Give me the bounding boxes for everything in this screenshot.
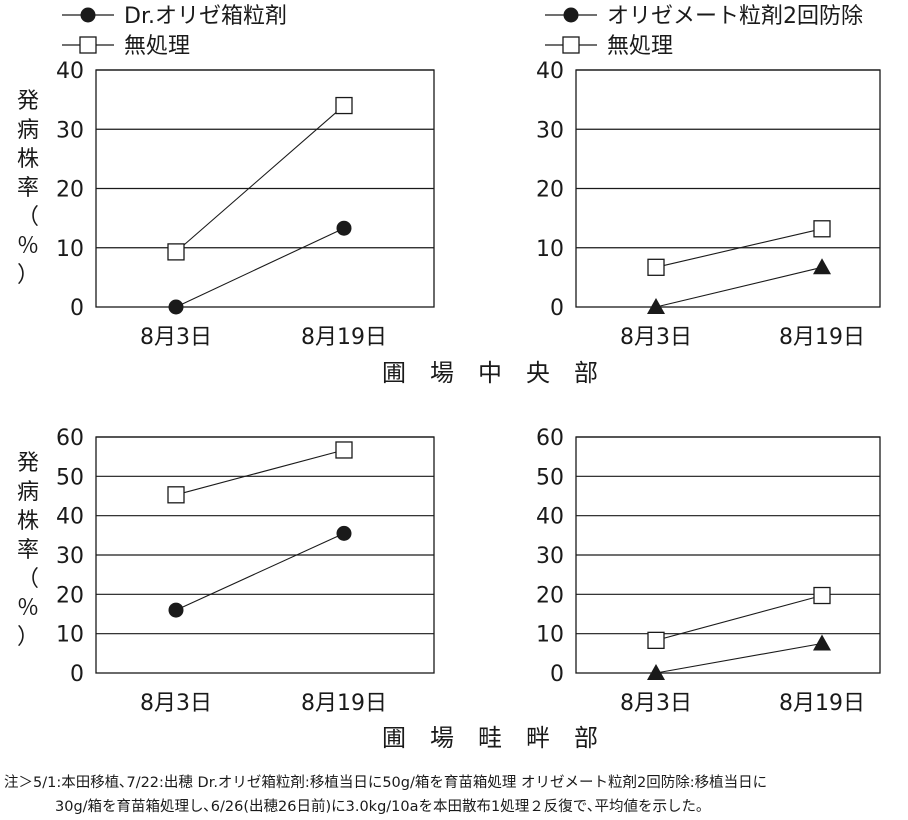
series-line-1 bbox=[175, 532, 345, 611]
y-tick-label: 20 bbox=[56, 583, 84, 608]
data-point-1-2 bbox=[336, 220, 352, 236]
y-tick-label: 30 bbox=[56, 544, 84, 569]
y-tick-label: 0 bbox=[70, 296, 84, 321]
data-point-2-1 bbox=[647, 631, 665, 650]
y-axis-title-char: （ bbox=[17, 567, 39, 592]
y-tick-label: 20 bbox=[536, 583, 564, 608]
section-label-center: 圃 場 中 央 部 bbox=[382, 359, 598, 387]
series-line-2 bbox=[175, 449, 345, 496]
x-tick-label: 8月19日 bbox=[779, 691, 865, 716]
y-axis-title-char: ） bbox=[17, 625, 39, 650]
data-point-1-1 bbox=[647, 298, 665, 314]
legend-label: オリゼメート粒剤2回防除 bbox=[607, 4, 863, 29]
legend-marker bbox=[562, 36, 580, 54]
y-tick-label: 60 bbox=[536, 426, 564, 451]
y-axis-title-char: 病 bbox=[17, 480, 39, 505]
y-tick-label: 0 bbox=[550, 662, 564, 687]
y-axis-title-char: ％ bbox=[17, 234, 39, 259]
y-axis-title-char: 病 bbox=[17, 118, 39, 143]
series-line-2 bbox=[655, 228, 823, 268]
y-tick-label: 40 bbox=[536, 505, 564, 530]
y-axis-title-char: 率 bbox=[17, 176, 39, 201]
x-tick-label: 8月3日 bbox=[620, 691, 692, 716]
y-axis-title-char: 発 bbox=[17, 89, 39, 114]
legend-label: Dr.オリゼ箱粒剤 bbox=[124, 4, 287, 29]
series-line-1 bbox=[175, 227, 345, 308]
x-tick-label: 8月3日 bbox=[140, 325, 212, 350]
data-point-2-1 bbox=[167, 486, 185, 504]
y-tick-label: 30 bbox=[536, 544, 564, 569]
plot-frame bbox=[575, 69, 881, 308]
series-line-1 bbox=[655, 266, 823, 308]
legend-marker bbox=[80, 7, 96, 23]
y-axis-title-char: ） bbox=[17, 263, 39, 288]
series-line-1 bbox=[655, 642, 823, 674]
plot-frame bbox=[575, 436, 881, 674]
plot-frame bbox=[95, 436, 435, 674]
y-tick-label: 40 bbox=[56, 505, 84, 530]
y-axis-title-char: 株 bbox=[17, 509, 39, 534]
y-tick-label: 60 bbox=[56, 426, 84, 451]
data-point-2-2 bbox=[813, 586, 831, 605]
data-point-2-2 bbox=[335, 96, 353, 115]
x-tick-label: 8月3日 bbox=[620, 325, 692, 350]
y-tick-label: 10 bbox=[56, 623, 84, 648]
y-tick-label: 10 bbox=[536, 623, 564, 648]
x-tick-label: 8月19日 bbox=[301, 325, 387, 350]
data-point-1-1 bbox=[168, 602, 184, 618]
chart-panel-4: 0 10 20 30 40 50 60 8月3日 8月19日 bbox=[536, 426, 881, 716]
y-axis-title-char: （ bbox=[17, 205, 39, 230]
y-tick-label: 30 bbox=[536, 118, 564, 143]
y-tick-label: 20 bbox=[536, 178, 564, 203]
legend-label: 無処理 bbox=[124, 34, 190, 59]
y-tick-label: 50 bbox=[56, 465, 84, 490]
y-tick-label: 50 bbox=[536, 465, 564, 490]
y-tick-label: 40 bbox=[56, 59, 84, 84]
y-tick-label: 10 bbox=[56, 237, 84, 262]
y-tick-label: 0 bbox=[550, 296, 564, 321]
plot-frame bbox=[95, 69, 435, 308]
y-axis-title-char: 率 bbox=[17, 538, 39, 563]
data-point-1-1 bbox=[647, 664, 665, 680]
x-tick-label: 8月3日 bbox=[140, 691, 212, 716]
data-point-2-1 bbox=[167, 243, 185, 261]
section-label-edge: 圃 場 畦 畔 部 bbox=[382, 724, 598, 752]
data-point-2-2 bbox=[813, 220, 831, 238]
data-point-1-2 bbox=[813, 258, 831, 275]
data-point-1-2 bbox=[336, 525, 352, 541]
y-axis-title-char: 株 bbox=[17, 147, 39, 172]
data-point-2-1 bbox=[647, 258, 665, 276]
chart-panel-3: 0 10 20 30 40 50 60 8月3日 8月19日 bbox=[56, 426, 435, 716]
y-axis-title-char: ％ bbox=[17, 596, 39, 621]
data-point-1-1 bbox=[168, 299, 184, 315]
y-axis-title-char: 発 bbox=[17, 451, 39, 476]
x-tick-label: 8月19日 bbox=[779, 325, 865, 350]
footnote-line-1: 注＞5/1:本田移植､7/22:出穂 Dr.オリゼ箱粒剤:移植当日に50g/箱を… bbox=[4, 775, 768, 791]
data-point-1-2 bbox=[813, 634, 831, 651]
legend-marker bbox=[563, 7, 579, 23]
series-line-2 bbox=[175, 105, 345, 253]
footnote-line-2: 30g/箱を育苗箱処理し､6/26(出穂26日前)に3.0kg/10aを本田散布… bbox=[55, 799, 704, 815]
data-point-2-2 bbox=[335, 441, 353, 459]
y-tick-label: 0 bbox=[70, 662, 84, 687]
x-tick-label: 8月19日 bbox=[301, 691, 387, 716]
series-line-2 bbox=[655, 594, 823, 641]
y-tick-label: 10 bbox=[536, 237, 564, 262]
legend-marker bbox=[79, 36, 97, 54]
y-tick-label: 30 bbox=[56, 118, 84, 143]
y-tick-label: 40 bbox=[536, 59, 564, 84]
y-tick-label: 20 bbox=[56, 178, 84, 203]
legend-label: 無処理 bbox=[607, 34, 673, 59]
